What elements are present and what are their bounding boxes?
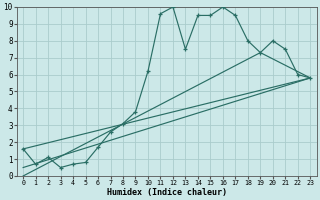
X-axis label: Humidex (Indice chaleur): Humidex (Indice chaleur) [107, 188, 227, 197]
